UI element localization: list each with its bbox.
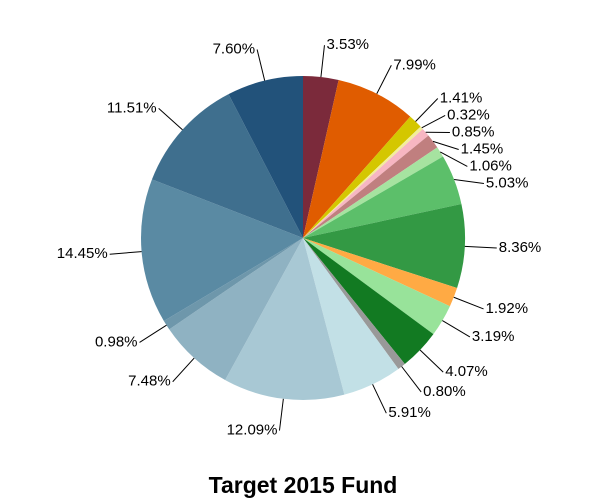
data-label: 3.19%: [472, 328, 515, 345]
leader-line: [401, 366, 422, 393]
leader-line: [372, 384, 387, 414]
data-label: 1.92%: [486, 300, 529, 317]
data-label: 0.80%: [423, 383, 466, 400]
data-label: 12.09%: [227, 422, 278, 439]
chart-title: Target 2015 Fund: [209, 472, 398, 498]
data-label: 4.07%: [445, 363, 488, 380]
pie-slice: [141, 179, 303, 321]
leader-line: [256, 49, 266, 81]
leader-line: [320, 45, 325, 78]
pie-slice: [303, 238, 458, 307]
leader-line: [172, 357, 195, 383]
data-label: 14.45%: [57, 245, 108, 262]
pie-slice: [303, 76, 339, 238]
data-label: 0.32%: [447, 106, 490, 123]
pie-slice: [303, 238, 450, 335]
pie-slice: [303, 116, 421, 238]
leader-line: [419, 349, 444, 373]
leader-line: [376, 65, 392, 95]
leader-line: [442, 320, 471, 338]
data-label: 0.98%: [95, 333, 138, 350]
data-label: 1.06%: [469, 157, 512, 174]
pie-slice: [163, 238, 303, 330]
data-label: 0.85%: [452, 123, 495, 140]
leader-line: [139, 324, 167, 343]
pie-slice: [225, 238, 345, 400]
pie-slice: [169, 238, 303, 381]
pie-slice: [228, 76, 303, 238]
leader-line: [158, 108, 183, 131]
pie-slice: [303, 79, 411, 238]
pie-slice: [303, 238, 434, 364]
data-label: 3.53%: [326, 36, 369, 53]
data-label: 7.99%: [393, 56, 436, 73]
leader-line: [439, 151, 468, 167]
leader-line: [454, 179, 484, 184]
leader-line: [432, 140, 459, 150]
data-label: 1.41%: [440, 89, 483, 106]
data-label: 5.91%: [388, 404, 431, 421]
pie-slice: [303, 126, 423, 238]
data-label: 11.51%: [107, 99, 157, 116]
leader-line: [415, 98, 439, 122]
pie-slice: [303, 204, 465, 289]
data-label: 1.45%: [461, 140, 504, 157]
data-label: 8.36%: [499, 239, 542, 256]
pie-slice: [303, 135, 438, 238]
leader-line: [421, 115, 446, 129]
pie-slice: [303, 147, 444, 238]
data-label: 7.60%: [213, 40, 256, 57]
data-label: 5.03%: [486, 174, 529, 191]
pie-slice: [303, 156, 462, 238]
leader-line: [453, 296, 484, 310]
pie-slice: [303, 238, 405, 369]
pie-slice: [303, 128, 429, 238]
pie-slice: [151, 94, 303, 239]
leader-line: [464, 245, 497, 249]
leader-line: [278, 398, 284, 431]
pie-slice: [303, 238, 399, 395]
leader-line: [109, 251, 142, 255]
data-label: 7.48%: [128, 373, 171, 390]
